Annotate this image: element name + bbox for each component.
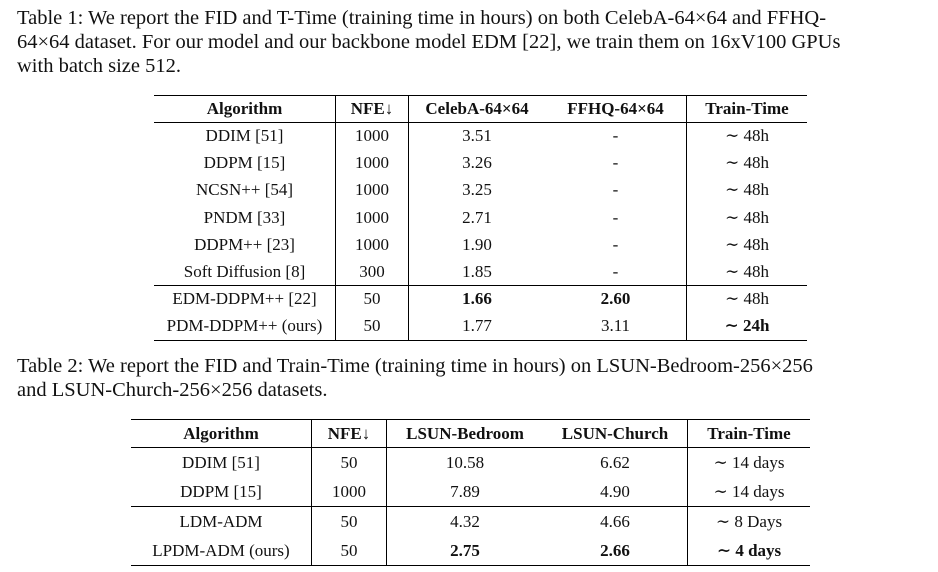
cell-nfe: 1000 <box>335 149 409 177</box>
caption-line: Table 2: We report the FID and Train-Tim… <box>17 355 813 377</box>
cell-algorithm: DDPM [15] <box>154 149 336 177</box>
cell-lsun-church: 4.66 <box>543 506 688 536</box>
cell-nfe: 50 <box>335 285 409 313</box>
cell-lsun-church: 2.66 <box>543 536 688 566</box>
cell-nfe: 50 <box>311 506 387 536</box>
table-row: Soft Diffusion [8] 300 1.85 - ∼ 48h <box>154 258 807 286</box>
cell-nfe: 1000 <box>311 477 387 507</box>
table-row: DDPM [15] 1000 7.89 4.90 ∼ 14 days <box>131 477 810 507</box>
cell-algorithm: DDIM [51] <box>154 122 336 150</box>
cell-algorithm: DDPM++ [23] <box>154 231 336 259</box>
header-algorithm: Algorithm <box>154 95 336 123</box>
header-train-time: Train-Time <box>686 95 807 123</box>
cell-celeba: 1.77 <box>408 312 545 341</box>
cell-algorithm: NCSN++ [54] <box>154 176 336 205</box>
table-row: DDPM [15] 1000 3.26 - ∼ 48h <box>154 149 807 177</box>
caption-line: with batch size 512. <box>17 55 181 77</box>
cell-celeba: 3.51 <box>462 126 492 146</box>
cell-lsun-bedroom: 10.58 <box>445 452 485 472</box>
header-lsun-church: LSUN-Church <box>543 419 688 448</box>
table-row: PNDM [33] 1000 2.71 - ∼ 48h <box>154 204 807 232</box>
table-row: PDM-DDPM++ (ours) 50 1.77 3.11 ∼ 24h <box>154 312 807 341</box>
cell-train-time: ∼ 48h <box>725 207 769 227</box>
header-celeba: CelebA-64×64 <box>408 95 545 123</box>
cell-celeba: 1.85 <box>462 261 492 281</box>
cell-ffhq: 2.60 <box>545 285 687 313</box>
cell-train-time: ∼ 8 Days <box>687 506 810 536</box>
cell-algorithm: DDIM [51] <box>131 447 312 477</box>
header-train-time: Train-Time <box>687 419 810 448</box>
cell-algorithm: Soft Diffusion [8] <box>154 258 336 286</box>
cell-nfe: 1000 <box>335 204 409 232</box>
cell-ffhq: - <box>545 231 687 259</box>
cell-train-time: ∼ 14 days <box>713 452 785 472</box>
table1-caption: Table 1: We report the FID and T-Time (t… <box>17 6 922 78</box>
cell-lsun-bedroom: 4.32 <box>386 506 543 536</box>
table1: Algorithm NFE↓ CelebA-64×64 FFHQ-64×64 T… <box>154 95 807 341</box>
table-header-row: Algorithm NFE↓ LSUN-Bedroom LSUN-Church … <box>131 419 810 448</box>
cell-train-time: ∼ 14 days <box>713 481 785 501</box>
cell-nfe: 50 <box>311 536 387 566</box>
cell-ffhq: 3.11 <box>545 312 687 341</box>
table-row: DDPM++ [23] 1000 1.90 - ∼ 48h <box>154 231 807 259</box>
table-row: LDM-ADM 50 4.32 4.66 ∼ 8 Days <box>131 506 810 536</box>
cell-ffhq: - <box>545 176 687 205</box>
caption-line: Table 1: We report the FID and T-Time (t… <box>17 7 827 29</box>
cell-lsun-church: 6.62 <box>543 447 688 477</box>
cell-nfe: 1000 <box>335 231 409 259</box>
cell-train-time: ∼ 24h <box>686 312 807 341</box>
cell-ffhq: - <box>545 258 687 286</box>
table-row: DDIM [51] 50 10.58 6.62 ∼ 14 days <box>131 447 810 477</box>
table-header-row: Algorithm NFE↓ CelebA-64×64 FFHQ-64×64 T… <box>154 95 807 123</box>
cell-celeba: 3.26 <box>462 153 492 173</box>
table2: Algorithm NFE↓ LSUN-Bedroom LSUN-Church … <box>131 419 810 566</box>
header-algorithm: Algorithm <box>131 419 312 448</box>
cell-celeba: 3.25 <box>462 180 492 200</box>
table2-caption: Table 2: We report the FID and Train-Tim… <box>17 354 922 402</box>
cell-ffhq: - <box>545 122 687 150</box>
cell-train-time: ∼ 48h <box>725 234 769 254</box>
cell-nfe: 1000 <box>335 176 409 205</box>
cell-ffhq: - <box>545 204 687 232</box>
header-nfe: NFE↓ <box>311 419 387 448</box>
cell-lsun-bedroom: 7.89 <box>450 481 480 501</box>
table-row: DDIM [51] 1000 3.51 - ∼ 48h <box>154 122 807 150</box>
table-row: LPDM-ADM (ours) 50 2.75 2.66 ∼ 4 days <box>131 536 810 566</box>
caption-line: and LSUN-Church-256×256 datasets. <box>17 379 328 401</box>
cell-nfe: 50 <box>335 312 409 341</box>
cell-train-time: ∼ 48h <box>725 126 769 146</box>
cell-train-time: ∼ 4 days <box>687 536 810 566</box>
cell-train-time: ∼ 48h <box>725 261 769 281</box>
cell-algorithm: PDM-DDPM++ (ours) <box>154 312 336 341</box>
header-ffhq: FFHQ-64×64 <box>545 95 687 123</box>
cell-celeba: 1.90 <box>462 234 492 254</box>
cell-celeba: 1.66 <box>408 285 545 313</box>
cell-nfe: 1000 <box>335 122 409 150</box>
header-nfe: NFE↓ <box>335 95 409 123</box>
cell-algorithm: LPDM-ADM (ours) <box>131 536 312 566</box>
table-row: NCSN++ [54] 1000 3.25 - ∼ 48h <box>154 176 807 205</box>
cell-celeba: 2.71 <box>462 207 492 227</box>
cell-algorithm: PNDM [33] <box>154 204 336 232</box>
cell-nfe: 300 <box>335 258 409 286</box>
cell-algorithm: DDPM [15] <box>131 477 312 507</box>
cell-train-time: ∼ 48h <box>725 153 769 173</box>
cell-lsun-bedroom: 2.75 <box>386 536 543 566</box>
cell-train-time: ∼ 48h <box>725 180 769 200</box>
cell-algorithm: EDM-DDPM++ [22] <box>154 285 336 313</box>
caption-line: 64×64 dataset. For our model and our bac… <box>17 31 841 53</box>
table-row: EDM-DDPM++ [22] 50 1.66 2.60 ∼ 48h <box>154 285 807 313</box>
cell-ffhq: - <box>545 149 687 177</box>
cell-train-time: ∼ 48h <box>686 285 807 313</box>
cell-lsun-church: 4.90 <box>543 477 688 507</box>
header-lsun-bedroom: LSUN-Bedroom <box>386 419 543 448</box>
cell-nfe: 50 <box>311 447 387 477</box>
cell-algorithm: LDM-ADM <box>131 506 312 536</box>
